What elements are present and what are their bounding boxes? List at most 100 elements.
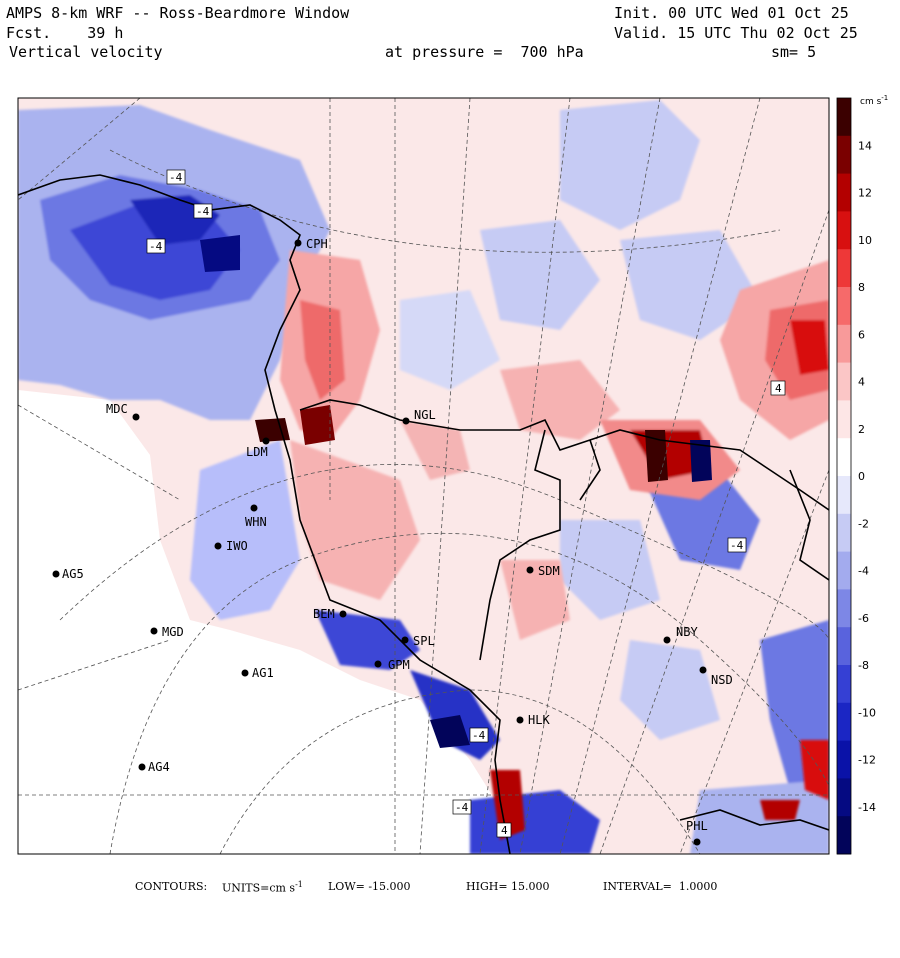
colorbar-swatch <box>837 135 851 175</box>
station-label: NSD <box>711 673 733 687</box>
station-marker-gpm[interactable] <box>374 660 382 668</box>
colorbar-swatch <box>837 173 851 212</box>
colorbar-swatch <box>837 211 851 250</box>
station-marker-ag4[interactable] <box>138 763 146 771</box>
station-label: IWO <box>226 539 248 553</box>
intense-couplets <box>200 235 712 748</box>
colorbar-tick-label: -8 <box>858 659 869 672</box>
station-label: WHN <box>245 515 267 529</box>
subsidence-areas <box>18 100 829 854</box>
smoothing-value: sm= 5 <box>771 43 817 61</box>
colorbar-tick-label: 8 <box>858 281 865 294</box>
station-marker-hlk[interactable] <box>516 716 524 724</box>
station-label: AG4 <box>148 760 170 774</box>
colorbar-swatch <box>837 627 851 666</box>
colorbar-swatch <box>837 665 851 704</box>
lat-lon-grid <box>18 98 829 854</box>
contour-value-box: -4 <box>193 203 213 219</box>
station-marker-spl[interactable] <box>401 636 409 644</box>
station-label: SDM <box>538 564 560 578</box>
colorbar-swatch <box>837 249 851 288</box>
colorbar-frame <box>836 97 852 855</box>
station-marker-cph[interactable] <box>294 239 302 247</box>
station-marker-nby[interactable] <box>663 636 671 644</box>
colorbar-tick-label: 2 <box>858 423 865 436</box>
footer-low: LOW= -15.000 <box>328 880 411 893</box>
svg-text:-4: -4 <box>169 171 183 184</box>
station-marker-nsd[interactable] <box>699 666 707 674</box>
station-marker-ldm[interactable] <box>262 437 270 445</box>
station-marker-mdc[interactable] <box>132 413 140 421</box>
footer-units: UNITS=cm s-1 <box>222 880 303 895</box>
svg-text:-4: -4 <box>149 240 163 253</box>
colorbar-ticks: 14 12 10 8 6 4 2 0 -2 -4 -6 -8 -10 -12 -14 <box>858 139 876 814</box>
pressure-level: at pressure = 700 hPa <box>385 43 584 61</box>
colorbar-tick-label: -14 <box>858 801 876 814</box>
station-label: BEM <box>313 607 335 621</box>
footer: CONTOURS: UNITS=cm s-1 LOW= -15.000 HIGH… <box>0 880 900 958</box>
colorbar-tick-label: 0 <box>858 470 865 483</box>
colorbar-swatch <box>837 740 851 779</box>
contour-value-box: 4 <box>770 380 786 396</box>
colorbar-tick-label: 10 <box>858 234 872 247</box>
station-label: GPM <box>388 658 410 672</box>
colorbar-tick-label: -6 <box>858 612 869 625</box>
station-marker-phl[interactable] <box>693 838 701 846</box>
colorbar-tick-label: -10 <box>858 706 876 719</box>
svg-text:-4: -4 <box>455 801 469 814</box>
contour-labels: -4 -4 -4 4 -4 -4 -4 4 <box>146 169 786 838</box>
colorbar-swatch <box>837 98 851 137</box>
colorbar-swatch <box>837 589 851 628</box>
station-label: MGD <box>162 625 184 639</box>
svg-text:-4: -4 <box>472 729 486 742</box>
svg-text:4: 4 <box>501 824 508 837</box>
station-label: AG1 <box>252 666 274 680</box>
footer-high: HIGH= 15.000 <box>466 880 550 893</box>
colorbar-tick-label: 12 <box>858 187 872 200</box>
station-marker-mgd[interactable] <box>150 627 158 635</box>
colorbar-swatch <box>837 816 851 855</box>
colorbar <box>837 98 851 855</box>
no-data-region <box>18 390 500 854</box>
chart-title: AMPS 8-km WRF -- Ross-Beardmore Window <box>6 4 350 22</box>
station-marker-ag1[interactable] <box>241 669 249 677</box>
colorbar-swatch <box>837 324 851 364</box>
colorbar-swatch <box>837 476 851 515</box>
valid-time: Valid. 15 UTC Thu 02 Oct 25 <box>614 24 858 42</box>
colorbar-swatch <box>837 702 851 742</box>
station-label: PHL <box>686 819 708 833</box>
station-marker-whn[interactable] <box>250 504 258 512</box>
station-labels: CPH NGL MDC LDM WHN IWO AG5 SDM BEM SPL … <box>62 237 733 833</box>
station-marker-bem[interactable] <box>339 610 347 618</box>
station-label: NGL <box>414 408 436 422</box>
footer-contours: CONTOURS: <box>135 880 208 893</box>
contour-value-box: -4 <box>469 727 489 743</box>
station-label: AG5 <box>62 567 84 581</box>
colorbar-tick-label: 14 <box>858 139 872 152</box>
colorbar-tick-label: 4 <box>858 376 865 389</box>
station-label: LDM <box>246 445 268 459</box>
map-frame <box>17 97 830 855</box>
colorbar-tick-label: -2 <box>858 517 869 530</box>
station-marker-iwo[interactable] <box>214 542 222 550</box>
station-label: CPH <box>306 237 328 251</box>
station-label: SPL <box>413 634 435 648</box>
station-label: NBY <box>676 625 698 639</box>
colorbar-swatch <box>837 400 851 439</box>
init-time: Init. 00 UTC Wed 01 Oct 25 <box>614 4 849 22</box>
colorbar-tick-label: -12 <box>858 754 876 767</box>
station-label: HLK <box>528 713 550 727</box>
footer-interval: INTERVAL= 1.0000 <box>603 880 718 893</box>
contour-value-box: -4 <box>166 169 186 185</box>
station-marker-ag5[interactable] <box>52 570 60 578</box>
colorbar-swatch <box>837 287 851 326</box>
station-marker-ngl[interactable] <box>402 417 410 425</box>
station-label: MDC <box>106 402 128 416</box>
contour-value-box: 4 <box>496 822 512 838</box>
colorbar-swatch <box>837 551 851 590</box>
colorbar-tick-label: 6 <box>858 328 865 341</box>
colorbar-swatch <box>837 513 851 553</box>
svg-text:4: 4 <box>775 382 782 395</box>
station-marker-sdm[interactable] <box>526 566 534 574</box>
contour-value-box: -4 <box>146 238 166 254</box>
